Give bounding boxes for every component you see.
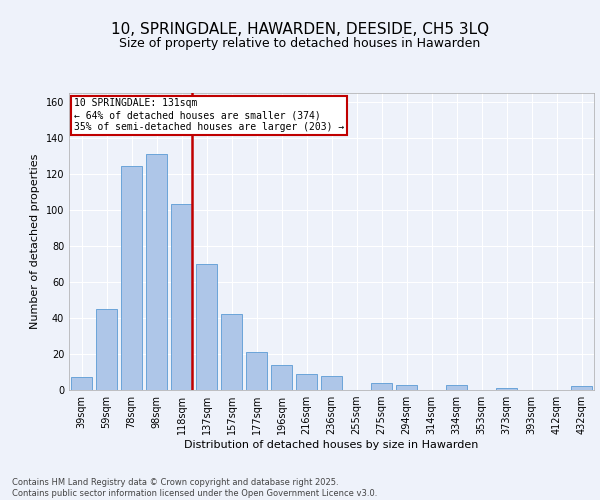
Text: 10 SPRINGDALE: 131sqm
← 64% of detached houses are smaller (374)
35% of semi-det: 10 SPRINGDALE: 131sqm ← 64% of detached … xyxy=(74,98,344,132)
Bar xyxy=(371,383,392,390)
Bar xyxy=(96,309,117,390)
X-axis label: Distribution of detached houses by size in Hawarden: Distribution of detached houses by size … xyxy=(184,440,479,450)
Bar xyxy=(71,378,92,390)
Bar xyxy=(221,314,242,390)
Bar xyxy=(271,365,292,390)
Bar xyxy=(296,374,317,390)
Bar xyxy=(571,386,592,390)
Text: Contains HM Land Registry data © Crown copyright and database right 2025.
Contai: Contains HM Land Registry data © Crown c… xyxy=(12,478,377,498)
Bar xyxy=(196,264,217,390)
Bar xyxy=(146,154,167,390)
Bar xyxy=(321,376,342,390)
Text: 10, SPRINGDALE, HAWARDEN, DEESIDE, CH5 3LQ: 10, SPRINGDALE, HAWARDEN, DEESIDE, CH5 3… xyxy=(111,22,489,38)
Bar xyxy=(246,352,267,390)
Bar xyxy=(396,384,417,390)
Bar xyxy=(496,388,517,390)
Text: Size of property relative to detached houses in Hawarden: Size of property relative to detached ho… xyxy=(119,38,481,51)
Y-axis label: Number of detached properties: Number of detached properties xyxy=(30,154,40,329)
Bar xyxy=(446,384,467,390)
Bar xyxy=(121,166,142,390)
Bar xyxy=(171,204,192,390)
